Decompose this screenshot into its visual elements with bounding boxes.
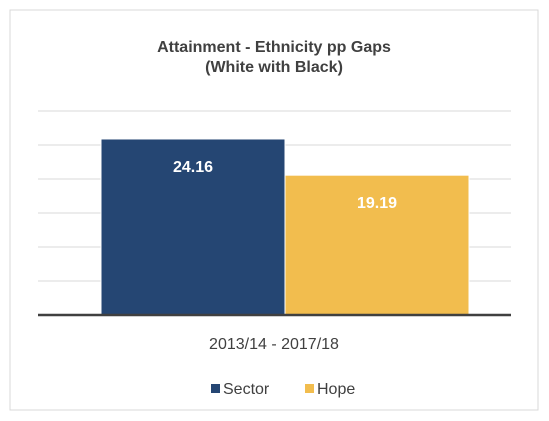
- data-label-sector: 24.16: [173, 159, 213, 176]
- bar-hope: [284, 174, 470, 316]
- legend-label-sector: Sector: [223, 381, 270, 398]
- bars: 24.16 19.19: [100, 138, 470, 316]
- legend-swatch-hope: [305, 384, 314, 393]
- chart-title-line2: (White with Black): [205, 59, 343, 76]
- data-label-hope: 19.19: [357, 195, 397, 212]
- legend-label-hope: Hope: [317, 381, 355, 398]
- chart-title-line1: Attainment - Ethnicity pp Gaps: [157, 39, 391, 56]
- category-label: 2013/14 - 2017/18: [209, 336, 339, 353]
- legend-swatch-sector: [211, 384, 220, 393]
- legend: Sector Hope: [211, 381, 355, 398]
